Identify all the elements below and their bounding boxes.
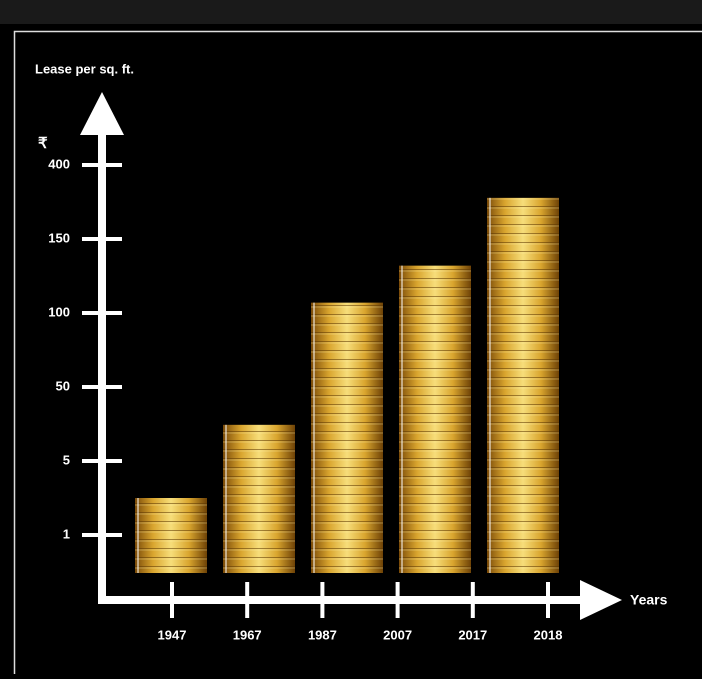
coin-stack xyxy=(487,198,559,573)
x-axis-label: Years xyxy=(630,592,668,608)
top-strip xyxy=(0,0,702,24)
y-tick-label: 150 xyxy=(48,230,70,245)
coin-stack-part xyxy=(487,198,559,573)
coin-stack-part xyxy=(313,303,315,573)
x-tick-label: 1967 xyxy=(233,627,262,642)
x-tick-label: 1987 xyxy=(308,627,337,642)
coin-stack xyxy=(135,498,207,573)
coin-stack-part xyxy=(311,303,383,573)
coin-stack-part xyxy=(223,425,295,573)
coin-stack-part xyxy=(225,425,227,573)
x-arrow xyxy=(580,580,622,620)
coin-stack-part xyxy=(489,198,491,573)
coin-stack xyxy=(399,266,471,573)
y-axis-label: Lease per sq. ft. xyxy=(35,61,134,76)
x-tick-label: 2017 xyxy=(458,627,487,642)
coin-stack-part xyxy=(135,498,207,573)
y-tick-label: 100 xyxy=(48,304,70,319)
x-tick-label: 2018 xyxy=(534,627,563,642)
coin-stack-part xyxy=(399,266,471,573)
coin-stack xyxy=(223,425,295,573)
y-tick-label: 1 xyxy=(63,526,70,541)
y-axis-unit: ₹ xyxy=(38,135,48,152)
y-tick-label: 5 xyxy=(63,452,70,467)
y-tick-label: 400 xyxy=(48,156,70,171)
x-tick-label: 2007 xyxy=(383,627,412,642)
coin-stack-part xyxy=(401,266,403,573)
y-arrow xyxy=(80,92,124,135)
coin-stack-part xyxy=(137,498,139,573)
coin-stack xyxy=(311,303,383,573)
y-tick-label: 50 xyxy=(56,378,70,393)
x-tick-label: 1947 xyxy=(158,627,187,642)
